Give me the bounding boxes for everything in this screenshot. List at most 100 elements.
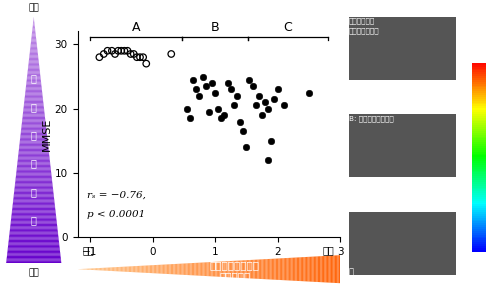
Polygon shape [152, 265, 154, 273]
Polygon shape [108, 267, 109, 271]
Point [202, 84, 209, 88]
Polygon shape [16, 173, 52, 174]
Text: 失点があった群: 失点があった群 [349, 27, 380, 34]
Polygon shape [8, 243, 60, 245]
Polygon shape [324, 256, 326, 283]
Polygon shape [472, 86, 486, 88]
Polygon shape [307, 257, 308, 281]
Polygon shape [8, 241, 59, 242]
Point [111, 52, 119, 56]
Polygon shape [18, 151, 49, 152]
Polygon shape [266, 259, 268, 279]
Polygon shape [32, 31, 35, 32]
Polygon shape [192, 263, 193, 275]
Text: 害: 害 [31, 215, 36, 225]
Text: 軽度: 軽度 [28, 3, 39, 12]
Polygon shape [20, 133, 47, 134]
Polygon shape [17, 164, 50, 165]
Polygon shape [472, 231, 486, 233]
Text: 高い: 高い [323, 245, 335, 255]
Polygon shape [28, 63, 39, 64]
Polygon shape [32, 33, 35, 34]
Polygon shape [162, 265, 163, 274]
Polygon shape [16, 177, 52, 178]
Polygon shape [280, 258, 281, 280]
Polygon shape [294, 258, 296, 281]
Polygon shape [10, 227, 58, 229]
Polygon shape [10, 231, 58, 232]
Polygon shape [235, 261, 236, 278]
Polygon shape [32, 35, 36, 37]
Polygon shape [250, 260, 251, 279]
Polygon shape [26, 82, 41, 84]
Polygon shape [33, 25, 34, 26]
Polygon shape [6, 259, 61, 261]
Polygon shape [269, 259, 270, 279]
Point [246, 78, 254, 82]
Polygon shape [25, 95, 42, 96]
Polygon shape [17, 167, 50, 168]
Polygon shape [26, 91, 42, 92]
Polygon shape [472, 148, 486, 150]
Polygon shape [163, 265, 164, 274]
Polygon shape [8, 242, 59, 243]
Polygon shape [268, 259, 269, 279]
Polygon shape [306, 257, 307, 281]
Polygon shape [472, 127, 486, 129]
Point [192, 87, 200, 92]
Polygon shape [472, 82, 486, 84]
Polygon shape [30, 50, 38, 51]
Polygon shape [10, 229, 58, 230]
Point [274, 87, 281, 92]
Text: 認: 認 [31, 74, 36, 84]
Polygon shape [472, 208, 486, 210]
Polygon shape [472, 144, 486, 146]
Polygon shape [118, 267, 120, 271]
Polygon shape [14, 190, 54, 192]
Polygon shape [21, 130, 46, 132]
Polygon shape [209, 262, 210, 276]
Polygon shape [30, 44, 37, 45]
Polygon shape [24, 101, 44, 102]
Polygon shape [472, 108, 486, 110]
Point [261, 100, 269, 105]
Polygon shape [22, 123, 46, 124]
Polygon shape [33, 21, 34, 22]
Polygon shape [228, 261, 230, 277]
Polygon shape [242, 260, 243, 278]
Polygon shape [472, 237, 486, 239]
Polygon shape [26, 86, 42, 87]
Text: 機: 機 [31, 130, 36, 140]
Polygon shape [14, 193, 54, 194]
Polygon shape [231, 261, 232, 277]
Polygon shape [178, 264, 180, 275]
Polygon shape [472, 84, 486, 86]
Polygon shape [222, 261, 223, 277]
Text: A: 健常高齢者で: A: 健常高齢者で [349, 7, 384, 14]
Polygon shape [252, 260, 254, 279]
Polygon shape [17, 166, 50, 167]
Polygon shape [472, 78, 486, 80]
Polygon shape [21, 128, 46, 129]
Polygon shape [14, 186, 53, 187]
Polygon shape [472, 135, 486, 136]
Polygon shape [472, 244, 486, 246]
Polygon shape [90, 269, 92, 270]
Point [270, 97, 278, 101]
Polygon shape [210, 262, 212, 276]
Polygon shape [20, 145, 48, 146]
Polygon shape [303, 257, 304, 281]
Polygon shape [101, 268, 102, 271]
Polygon shape [14, 197, 54, 198]
Polygon shape [11, 219, 56, 220]
Polygon shape [472, 133, 486, 135]
Polygon shape [220, 261, 222, 277]
Polygon shape [472, 248, 486, 250]
Polygon shape [338, 255, 340, 283]
Point [124, 49, 132, 53]
Polygon shape [201, 263, 202, 276]
Polygon shape [28, 66, 40, 67]
Polygon shape [32, 37, 36, 38]
Polygon shape [30, 49, 38, 50]
Polygon shape [472, 142, 486, 144]
